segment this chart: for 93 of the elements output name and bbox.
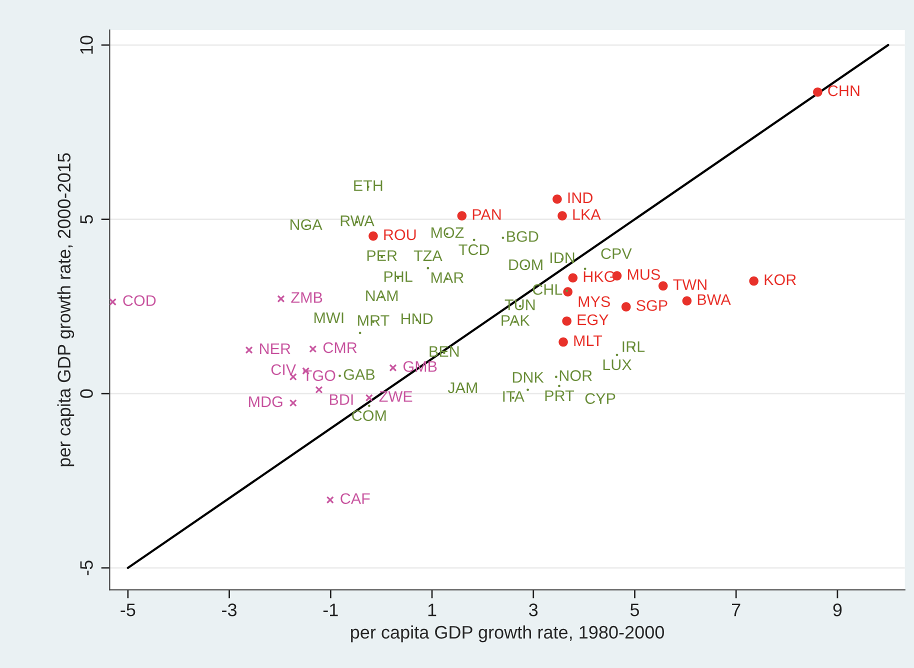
point — [658, 281, 668, 291]
data-label: BWA — [698, 294, 731, 305]
data-label: DOM — [509, 259, 542, 270]
data-label: ROU — [384, 229, 416, 240]
point — [326, 496, 334, 504]
data-label: MAR — [431, 272, 464, 283]
data-label: COM — [352, 410, 386, 422]
point — [368, 231, 378, 241]
data-label: ETH — [354, 180, 382, 191]
data-label: TGO — [303, 370, 336, 381]
data-label: JAM — [448, 382, 477, 394]
point — [368, 404, 370, 408]
data-label: NAM — [366, 290, 398, 302]
point — [472, 238, 476, 242]
data-label: COD — [123, 295, 156, 306]
x-tick-label: -5 — [120, 604, 136, 616]
point — [426, 266, 430, 270]
point — [552, 194, 562, 204]
data-label: ITA — [503, 391, 524, 402]
data-label: NER — [260, 343, 290, 354]
data-label: GAB — [344, 369, 375, 380]
x-tick-label: 1 — [428, 604, 436, 616]
data-label: LUX — [603, 359, 632, 370]
data-label: MOZ — [431, 227, 464, 238]
x-axis-title: per capita GDP growth rate, 1980-2000 — [351, 625, 664, 642]
point — [365, 394, 373, 402]
x-tick-label: 5 — [630, 604, 639, 616]
data-label: LKA — [573, 209, 601, 220]
data-label: IRL — [622, 341, 645, 352]
data-label: ZMB — [291, 292, 322, 303]
data-label: PER — [367, 250, 397, 261]
data-label: CMR — [323, 342, 357, 354]
point — [245, 346, 253, 354]
data-label: PAK — [502, 315, 530, 326]
point — [584, 268, 586, 270]
data-label: SGP — [636, 300, 668, 311]
y-tick-label: 5 — [80, 215, 93, 224]
data-label: IND — [568, 192, 592, 204]
data-label: EGY — [578, 314, 608, 326]
point — [457, 211, 467, 220]
point — [621, 302, 631, 312]
data-label: CPV — [601, 248, 632, 260]
data-label: ZWE — [379, 391, 412, 402]
data-label: KOR — [764, 274, 796, 286]
point — [389, 364, 397, 372]
data-label: PRT — [545, 390, 574, 401]
data-label: PHL — [384, 271, 412, 282]
x-tick-label: -3 — [222, 604, 237, 616]
data-label: RWA — [340, 216, 374, 226]
y-tick-label: 0 — [80, 389, 93, 398]
point — [813, 87, 822, 97]
data-label: DNK — [512, 372, 544, 383]
point — [558, 211, 567, 220]
data-label: BDI — [330, 394, 353, 405]
y-tick-label: -5 — [80, 560, 93, 576]
data-label: CHL — [532, 284, 562, 295]
x-tick-label: 9 — [833, 604, 842, 616]
x-tick-label: 3 — [529, 604, 538, 616]
point — [682, 296, 692, 306]
y-tick-label: 10 — [80, 36, 93, 54]
data-label: MYS — [578, 296, 610, 308]
data-label: CIV — [271, 364, 296, 376]
x-tick-label: 7 — [732, 604, 740, 616]
point — [554, 376, 558, 378]
data-label: NOR — [560, 370, 592, 381]
data-label: MUS — [628, 269, 660, 280]
point — [309, 345, 317, 353]
point — [277, 295, 285, 303]
data-label: TWN — [673, 279, 706, 290]
point — [568, 273, 578, 283]
point — [110, 298, 116, 306]
data-label: TZA — [414, 250, 442, 261]
point — [315, 386, 323, 394]
point — [289, 399, 297, 407]
data-label: IDN — [550, 252, 574, 264]
x-tick-label: -1 — [323, 604, 338, 616]
point — [749, 276, 758, 286]
data-label: PAN — [472, 209, 501, 220]
data-label: BGD — [507, 231, 538, 242]
point — [562, 316, 572, 326]
data-label: NGA — [290, 219, 322, 230]
point — [558, 337, 568, 347]
data-label: MWI — [314, 312, 344, 324]
data-label: TCD — [458, 244, 490, 256]
data-label: HND — [402, 314, 433, 324]
data-label: MLT — [574, 335, 602, 346]
data-label: MDG — [249, 396, 282, 408]
data-label: MRT — [358, 315, 390, 326]
data-label: CYP — [585, 393, 616, 404]
data-label: CAF — [340, 493, 370, 504]
point — [563, 287, 572, 296]
data-label: CHN — [828, 85, 860, 96]
y-axis-title: per capita GDP growth rate, 2000-2015 — [57, 153, 74, 466]
